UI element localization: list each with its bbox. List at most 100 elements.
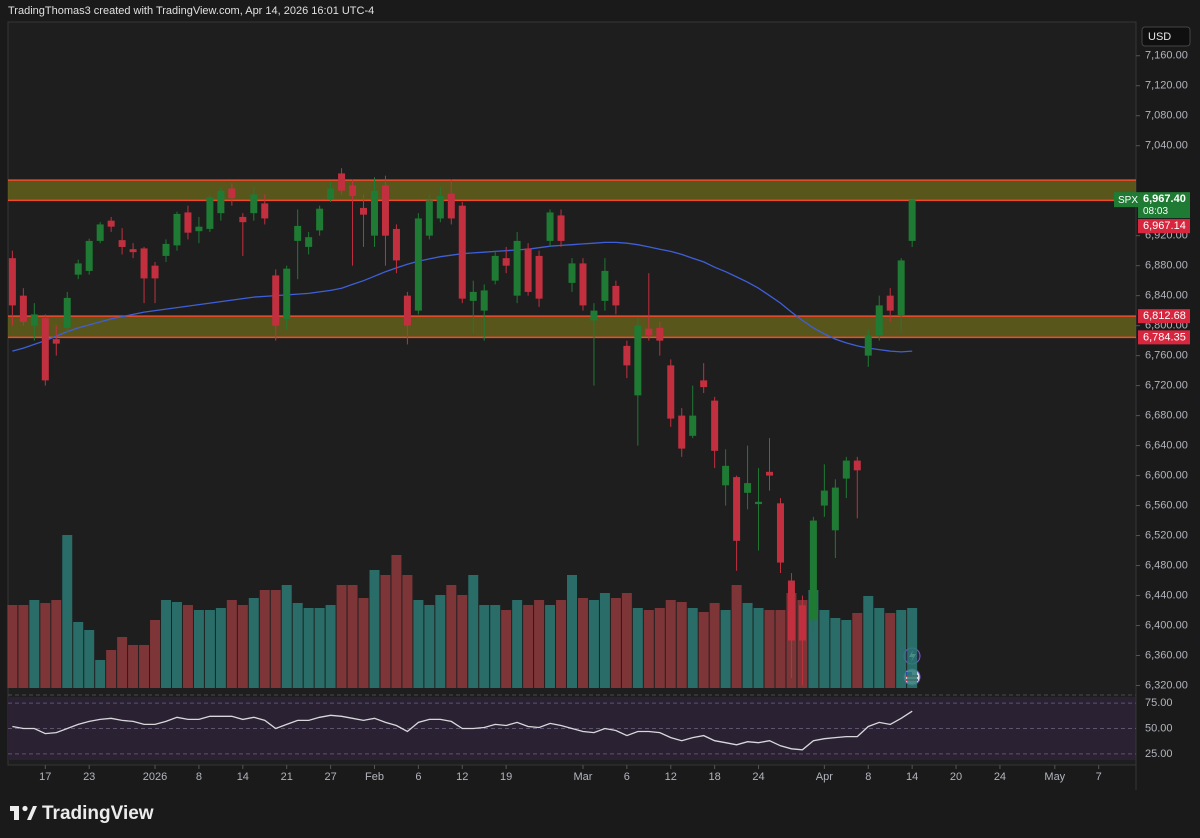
x-tick-label: 14 xyxy=(906,771,918,783)
x-tick-label: 2026 xyxy=(143,771,167,783)
volume-bar xyxy=(347,585,358,688)
candle-body xyxy=(392,228,400,261)
y-tick-label: 7,160.00 xyxy=(1145,50,1188,62)
volume-bar xyxy=(896,610,907,688)
logo xyxy=(10,805,37,820)
x-tick-label: 8 xyxy=(865,771,871,783)
volume-bar xyxy=(7,605,18,688)
symbol-tag xyxy=(1114,192,1138,208)
x-tick-label: 20 xyxy=(950,771,962,783)
rsi-tick-label: 25.00 xyxy=(1145,748,1173,760)
volume-bar xyxy=(490,605,501,688)
candle-body xyxy=(755,501,763,505)
volume-bar xyxy=(764,610,775,688)
last-price-box xyxy=(1138,192,1190,219)
brand: TradingView xyxy=(42,803,154,824)
candle-body xyxy=(74,263,82,275)
volume-bar xyxy=(501,610,512,688)
candle-body xyxy=(151,265,159,279)
candle-body xyxy=(63,297,71,328)
candle-body xyxy=(403,295,411,326)
volume-bar xyxy=(281,585,292,688)
volume-bar xyxy=(193,610,204,688)
volume-bar xyxy=(654,608,665,688)
volume-bar xyxy=(73,622,84,688)
volume-bar xyxy=(259,590,270,688)
candle-body xyxy=(294,225,302,241)
candle-body xyxy=(787,580,795,641)
candle-body xyxy=(656,327,664,341)
candle-body xyxy=(41,318,49,381)
volume-bar xyxy=(336,585,347,688)
x-tick-label: 21 xyxy=(281,771,293,783)
candle-body xyxy=(897,260,905,316)
candle-body xyxy=(140,248,148,279)
candle-body xyxy=(370,190,378,236)
candle-body xyxy=(381,185,389,236)
candle-body xyxy=(85,240,93,271)
volume-bar xyxy=(753,608,764,688)
volume-bar xyxy=(325,605,336,688)
rsi-tick-label: 75.00 xyxy=(1145,697,1173,709)
volume-bar xyxy=(150,620,161,688)
volume-bar xyxy=(556,600,567,688)
candle-body xyxy=(184,212,192,233)
candle-body xyxy=(809,520,817,621)
volume-bar xyxy=(424,605,435,688)
volume-bar xyxy=(775,610,786,688)
candle-body xyxy=(469,291,477,301)
candle-body xyxy=(436,195,444,219)
candle-body xyxy=(711,400,719,451)
level-label-box xyxy=(1138,309,1190,324)
volume-bar xyxy=(632,608,643,688)
candle-body xyxy=(283,268,291,319)
volume-bar xyxy=(599,593,610,688)
level-label: 6,812.68 xyxy=(1143,310,1186,322)
symbol: SPX xyxy=(1118,195,1138,206)
candle-body xyxy=(360,207,368,215)
candle-body xyxy=(513,240,521,296)
volume-bar xyxy=(51,600,62,688)
volume-bar xyxy=(709,603,720,688)
y-tick-label: 6,440.00 xyxy=(1145,589,1188,601)
candle-body xyxy=(217,190,225,214)
volume-bar xyxy=(435,595,446,688)
rsi-tick-label: 50.00 xyxy=(1145,722,1173,734)
candle-body xyxy=(568,263,576,283)
candle-body xyxy=(842,460,850,479)
candle-body xyxy=(546,212,554,241)
volume-bar xyxy=(128,645,139,688)
x-tick-label: Mar xyxy=(573,771,592,783)
volume-bar xyxy=(468,575,479,688)
volume-bar xyxy=(545,605,556,688)
candle-body xyxy=(118,240,126,247)
volume-bar xyxy=(303,608,314,688)
candle-body xyxy=(733,477,741,541)
volume-bar xyxy=(512,600,523,688)
volume-bar xyxy=(841,620,852,688)
volume-bar xyxy=(643,610,654,688)
volume-bar xyxy=(687,608,698,688)
level-label-box xyxy=(1138,219,1190,234)
candle-body xyxy=(612,285,620,306)
candle-body xyxy=(678,415,686,449)
x-tick-label: Feb xyxy=(365,771,384,783)
x-tick-label: 24 xyxy=(994,771,1006,783)
volume-bar xyxy=(885,613,896,688)
candle-body xyxy=(129,249,137,253)
candle-body xyxy=(524,248,532,292)
candle-body xyxy=(886,295,894,311)
volume-bar xyxy=(907,608,918,688)
y-tick-label: 6,640.00 xyxy=(1145,439,1188,451)
x-tick-label: 6 xyxy=(415,771,421,783)
candle-body xyxy=(316,208,324,231)
volume-bar xyxy=(62,535,73,688)
candle-body xyxy=(645,328,653,336)
candle-body xyxy=(557,215,565,241)
x-tick-label: 18 xyxy=(709,771,721,783)
candle-body xyxy=(425,200,433,236)
candle-body xyxy=(228,188,236,199)
candle-body xyxy=(776,503,784,563)
